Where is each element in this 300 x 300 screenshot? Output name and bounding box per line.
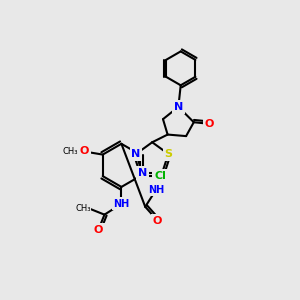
Text: Cl: Cl — [154, 171, 166, 181]
Text: N: N — [131, 149, 141, 159]
Text: O: O — [153, 216, 162, 226]
Text: CH₃: CH₃ — [75, 204, 91, 213]
Text: CH₃: CH₃ — [63, 147, 78, 156]
Text: O: O — [80, 146, 89, 157]
Text: N: N — [174, 102, 183, 112]
Text: NH: NH — [148, 185, 164, 195]
Text: O: O — [205, 119, 214, 129]
Text: S: S — [164, 149, 172, 159]
Text: O: O — [94, 225, 103, 235]
Text: N: N — [138, 168, 147, 178]
Text: NH: NH — [113, 199, 130, 209]
